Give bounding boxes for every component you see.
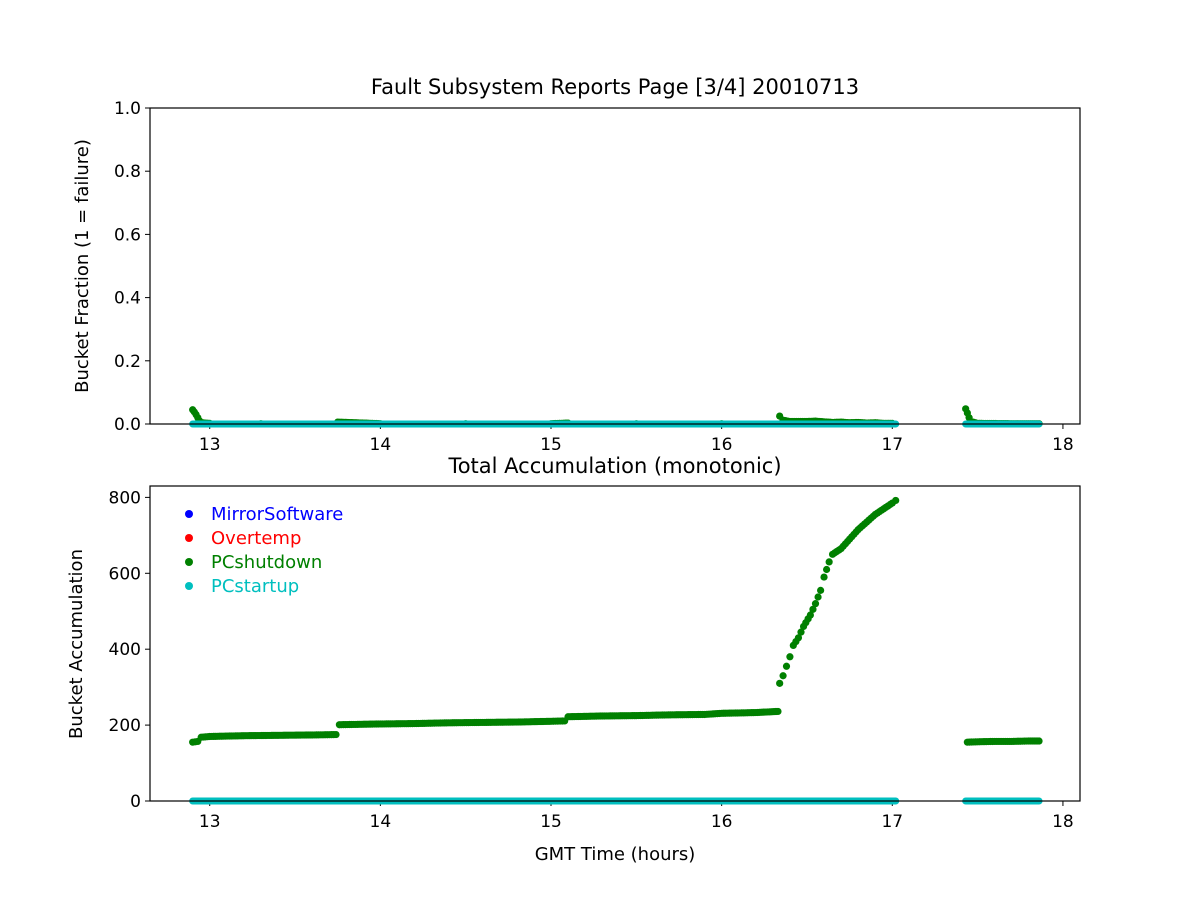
legend-marker-overtemp [185, 534, 193, 542]
fraction-panel: Fault Subsystem Reports Page [3/4] 20010… [72, 75, 1081, 455]
accumulation-panel: Total Accumulation (monotonic) Bucket Ac… [66, 454, 1081, 865]
accumulation-x-tick-label: 16 [711, 812, 733, 832]
pcshutdown-point [822, 565, 831, 574]
legend: MirrorSoftware Overtemp PCshutdown PCstartu… [185, 504, 343, 597]
fraction-axis-ticks: 13 14 15 16 17 18 0.0 0.2 0.4 0.6 0.8 1.0 [114, 99, 1074, 455]
accumulation-x-tick-label: 17 [881, 812, 903, 832]
legend-label-mirrorsoftware: MirrorSoftware [211, 504, 343, 525]
x-axis-label: GMT Time (hours) [535, 844, 696, 865]
pcshutdown-point [811, 600, 820, 608]
pcshutdown-point [794, 634, 803, 642]
accumulation-y-tick-label: 0 [130, 792, 141, 812]
pcshutdown-point [817, 586, 825, 594]
pcshutdown-point [809, 605, 817, 613]
fraction-x-tick-label: 15 [540, 435, 562, 455]
fraction-y-tick-label: 0.2 [114, 352, 141, 372]
accumulation-y-tick-label: 800 [109, 488, 141, 508]
legend-label-pcstartup: PCstartup [211, 576, 299, 597]
pcshutdown-point [892, 496, 900, 505]
accumulation-chart-title: Total Accumulation (monotonic) [447, 454, 781, 478]
pcshutdown-point [774, 707, 782, 716]
fraction-y-tick-label: 0.6 [114, 225, 141, 245]
accumulation-plot-frame [149, 485, 1081, 802]
accumulation-y-tick-label: 600 [109, 564, 141, 584]
pcshutdown-point [776, 679, 784, 687]
fraction-x-tick-label: 14 [370, 435, 392, 455]
pcshutdown-point [814, 593, 822, 601]
fraction-x-tick-label: 13 [199, 435, 221, 455]
legend-marker-pcstartup [185, 582, 193, 590]
accumulation-y-tick-label: 400 [109, 640, 141, 660]
fraction-y-tick-label: 0.4 [114, 289, 141, 309]
pcshutdown-point [779, 672, 787, 680]
accumulation-x-tick-label: 15 [540, 812, 562, 832]
fraction-plot-frame [149, 107, 1081, 425]
fraction-chart-title: Fault Subsystem Reports Page [3/4] 20010… [371, 75, 859, 99]
pcshutdown-point [1035, 737, 1043, 745]
accumulation-x-tick-label: 18 [1052, 812, 1074, 832]
fraction-y-tick-label: 0.0 [114, 415, 141, 435]
pcshutdown-point [820, 573, 828, 581]
accumulation-x-tick-label: 14 [370, 812, 392, 832]
accumulation-y-tick-label: 200 [109, 716, 141, 736]
pcshutdown-point [332, 730, 340, 739]
pcshutdown-point [782, 662, 791, 670]
pcshutdown-point [786, 653, 794, 661]
accumulation-x-tick-label: 13 [199, 812, 221, 832]
fraction-y-tick-label: 1.0 [114, 99, 141, 119]
accumulation-y-axis-label: Bucket Accumulation [66, 549, 87, 739]
fraction-x-tick-label: 17 [881, 435, 903, 455]
legend-label-pcshutdown: PCshutdown [211, 552, 322, 573]
legend-marker-mirrorsoftware [185, 510, 193, 518]
fraction-x-tick-label: 18 [1052, 435, 1074, 455]
legend-marker-pcshutdown [185, 558, 193, 566]
pcshutdown-point [825, 558, 833, 566]
fraction-y-tick-label: 0.8 [114, 162, 141, 182]
fraction-x-tick-label: 16 [711, 435, 733, 455]
legend-label-overtemp: Overtemp [211, 528, 301, 549]
pcshutdown-point [797, 628, 805, 636]
pcshutdown-point [806, 611, 814, 619]
fraction-y-axis-label: Bucket Fraction (1 = failure) [72, 139, 93, 393]
